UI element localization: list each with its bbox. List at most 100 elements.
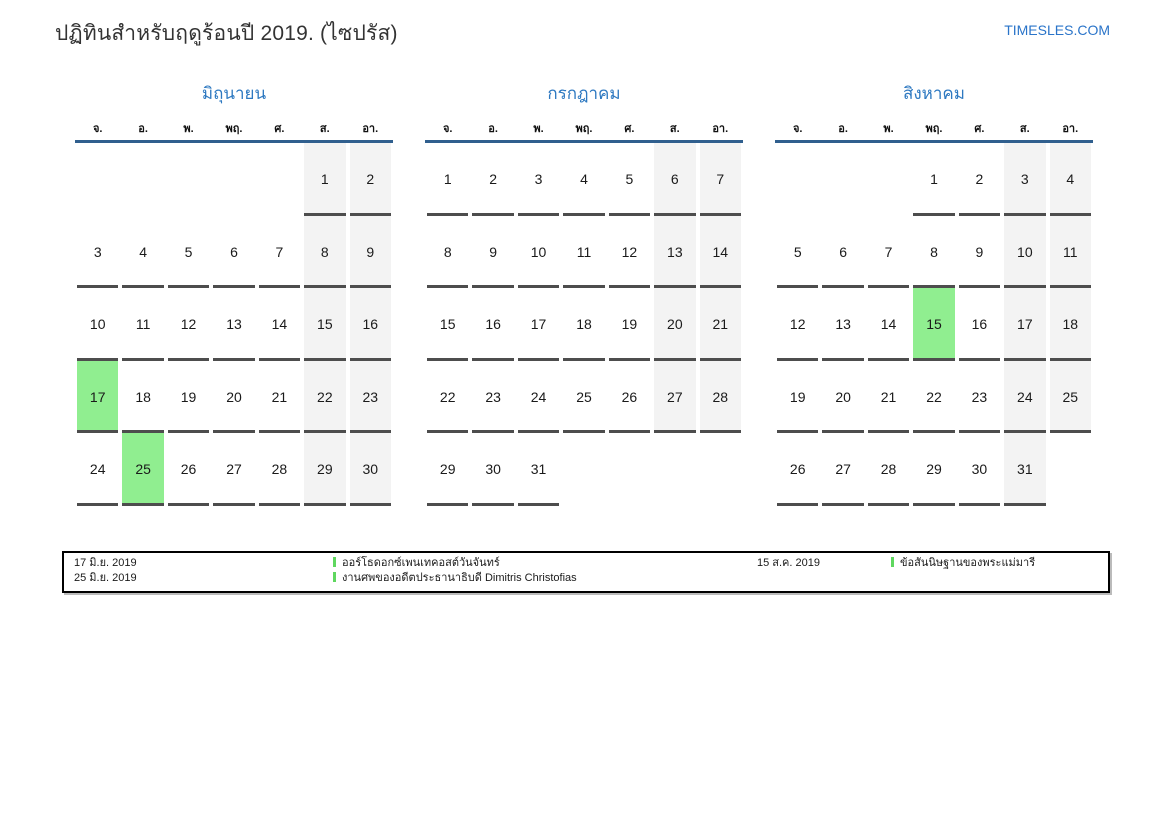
weekday-label: ศ. <box>624 123 635 135</box>
day-cell: 31 <box>516 433 561 506</box>
day-underline <box>654 357 696 361</box>
day-underline <box>1049 212 1091 216</box>
day-number: 12 <box>621 243 638 260</box>
week-row: 12 13 14 15 16 17 18 <box>775 288 1093 361</box>
day-number: 19 <box>621 316 638 333</box>
day-underline <box>563 285 605 288</box>
day-number: 12 <box>180 316 197 333</box>
day-underline <box>304 212 346 216</box>
day-underline <box>563 212 605 216</box>
day-number: 11 <box>135 316 151 333</box>
day-cell: 10 <box>75 288 120 361</box>
day-cell: 19 <box>166 361 211 433</box>
day-underline <box>608 430 651 433</box>
day-underline <box>349 212 391 216</box>
day-number: 5 <box>793 243 802 260</box>
weekday-label: พฤ. <box>575 123 593 135</box>
day-underline <box>913 357 955 361</box>
day-underline <box>777 285 819 288</box>
day-number: 26 <box>621 388 638 405</box>
day-underline <box>822 285 864 288</box>
weekday-label: ส. <box>669 123 680 135</box>
day-underline <box>958 502 1001 506</box>
day-number: 10 <box>1017 243 1033 260</box>
day-underline <box>654 212 696 216</box>
day-cell: 15 <box>425 288 470 361</box>
day-cell-background <box>699 215 741 288</box>
day-number: 5 <box>184 243 193 260</box>
day-underline <box>213 285 255 288</box>
day-cell-background <box>168 143 209 216</box>
legend-marker-icon <box>333 557 336 567</box>
day-underline <box>349 502 391 506</box>
day-cell: 4 <box>120 216 165 288</box>
day-cell-background <box>868 143 909 216</box>
weekday-label: อ. <box>138 123 148 135</box>
day-underline <box>699 212 741 216</box>
day-cell: 11 <box>120 288 165 361</box>
day-cell: 2 <box>957 143 1002 216</box>
day-number: 21 <box>880 388 897 405</box>
day-cell: 7 <box>257 216 302 288</box>
day-underline <box>349 430 391 433</box>
day-underline <box>304 285 346 288</box>
day-number: 26 <box>180 461 197 478</box>
day-underline <box>699 430 741 433</box>
day-cell: 27 <box>652 360 697 433</box>
day-number: 1 <box>443 171 452 188</box>
day-cell-background <box>349 143 391 216</box>
day-underline <box>258 502 301 506</box>
day-cell-background <box>609 433 650 506</box>
day-number: 31 <box>530 461 547 478</box>
week-row: 1 2 3 4 5 6 7 <box>425 143 743 216</box>
legend-marker-icon <box>333 572 336 582</box>
day-cell: 6 <box>820 216 865 288</box>
day-cell: 17 <box>75 360 120 433</box>
day-cell: 14 <box>866 288 911 361</box>
day-cell-background <box>777 143 818 216</box>
day-cell: 5 <box>607 143 652 216</box>
week-row: 3 4 5 6 7 8 9 <box>75 215 393 288</box>
day-cell: 24 <box>75 433 120 506</box>
brand-link[interactable]: TIMESLES.COM <box>1004 22 1110 38</box>
day-number: 9 <box>975 243 984 260</box>
day-cell-background <box>349 215 391 288</box>
day-cell-background <box>1050 433 1091 506</box>
day-number: 27 <box>667 388 683 405</box>
day-number: 28 <box>712 388 729 405</box>
day-number: 25 <box>1062 388 1079 405</box>
day-cell: 10 <box>1002 215 1047 288</box>
day-number: 18 <box>1062 316 1079 333</box>
weekday-label: พฤ. <box>925 123 943 135</box>
day-underline <box>958 357 1001 361</box>
day-underline <box>867 285 910 288</box>
day-number: 10 <box>89 316 106 333</box>
day-number: 4 <box>580 171 588 188</box>
day-cell: 14 <box>257 288 302 361</box>
day-number: 3 <box>93 243 102 260</box>
day-underline <box>427 502 469 506</box>
day-cell: 7 <box>698 143 743 216</box>
day-underline <box>822 502 864 506</box>
day-cell: 3 <box>75 216 120 288</box>
day-number: 14 <box>880 316 897 333</box>
legend-event: ออร์โธดอกซ์เพนเทคอสต์วันจันทร์ <box>333 556 577 571</box>
legend-date: 15 ส.ค. 2019 <box>757 557 821 569</box>
day-underline <box>258 357 301 361</box>
day-cell: 27 <box>211 433 256 506</box>
day-number: 30 <box>362 461 379 478</box>
legend-dates-column-2: 15 ส.ค. 2019 <box>757 556 820 571</box>
day-cell: 22 <box>911 361 956 433</box>
day-cell: 14 <box>698 215 743 288</box>
day-underline <box>349 285 391 288</box>
day-cell-background <box>1004 288 1046 361</box>
day-cell: 26 <box>607 361 652 433</box>
day-underline <box>77 357 119 361</box>
day-cell-background <box>699 143 741 216</box>
day-number: 8 <box>930 243 938 260</box>
day-underline <box>77 285 119 288</box>
day-cell-background <box>1004 360 1046 433</box>
day-underline <box>472 430 514 433</box>
weekday-label: พ. <box>183 123 194 135</box>
day-cell: 26 <box>166 433 211 506</box>
